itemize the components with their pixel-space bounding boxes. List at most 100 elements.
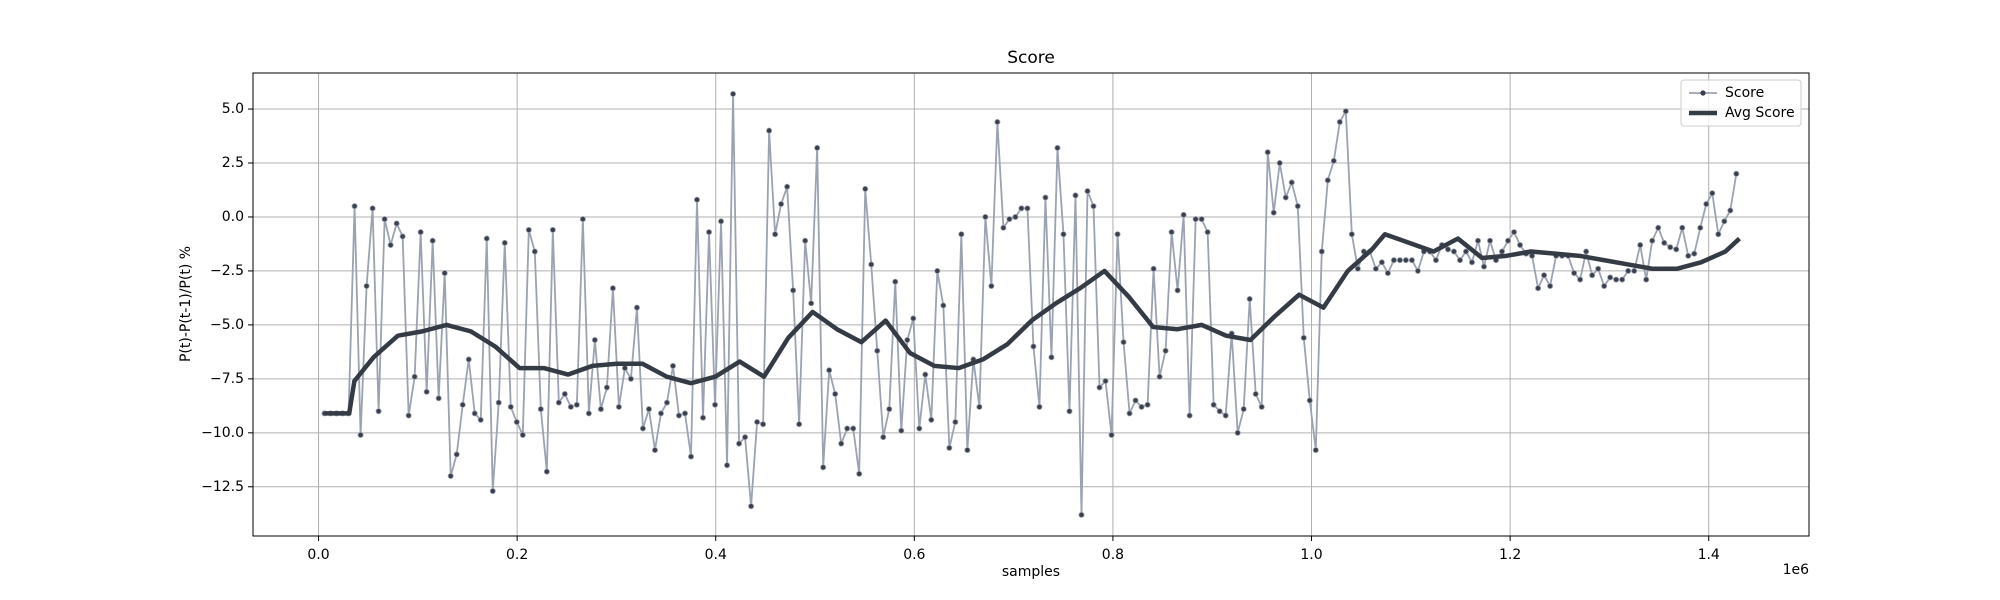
data-point xyxy=(1186,412,1193,419)
data-point xyxy=(1511,229,1518,236)
data-point xyxy=(675,412,682,419)
data-point xyxy=(1240,406,1247,413)
data-point xyxy=(976,403,983,410)
data-point xyxy=(1408,257,1415,264)
data-point xyxy=(1048,354,1055,361)
data-point xyxy=(1348,231,1355,238)
data-point xyxy=(423,388,430,395)
data-point xyxy=(615,403,622,410)
data-point xyxy=(1499,248,1506,255)
y-tick-label: −5.0 xyxy=(210,317,244,333)
data-point xyxy=(1625,267,1632,274)
data-point xyxy=(952,419,959,426)
data-point xyxy=(555,399,562,406)
data-point xyxy=(567,403,574,410)
data-point xyxy=(784,183,791,190)
data-point xyxy=(1318,248,1325,255)
data-point xyxy=(694,196,701,203)
data-point xyxy=(1577,276,1584,283)
data-point xyxy=(1601,283,1608,290)
data-point xyxy=(838,440,845,447)
data-point xyxy=(1024,205,1031,212)
legend: Score Avg Score xyxy=(1680,79,1802,127)
data-point xyxy=(1673,246,1680,253)
data-point xyxy=(1126,410,1133,417)
data-point xyxy=(453,451,460,458)
data-point xyxy=(1372,265,1379,272)
data-point xyxy=(1216,408,1223,415)
data-point xyxy=(1691,250,1698,257)
data-point xyxy=(657,410,664,417)
data-point xyxy=(1300,334,1307,341)
x-tick-label: 1.2 xyxy=(1499,547,1521,563)
data-point xyxy=(832,390,839,397)
data-point xyxy=(1198,216,1205,223)
data-point xyxy=(1571,270,1578,277)
data-point xyxy=(886,406,893,413)
data-point xyxy=(549,226,556,233)
data-point xyxy=(447,472,454,479)
data-point xyxy=(363,283,370,290)
data-point xyxy=(441,270,448,277)
data-point xyxy=(1402,257,1409,264)
data-point xyxy=(639,425,646,432)
data-point xyxy=(1306,397,1313,404)
data-point xyxy=(766,127,773,134)
data-point xyxy=(1120,339,1127,346)
data-point xyxy=(645,406,652,413)
data-point xyxy=(1234,429,1241,436)
y-tick-label: −10.0 xyxy=(201,425,244,441)
data-point xyxy=(826,367,833,374)
data-point xyxy=(712,401,719,408)
data-point xyxy=(1661,239,1668,246)
data-point xyxy=(1619,276,1626,283)
data-point xyxy=(1354,265,1361,272)
data-point xyxy=(465,356,472,363)
data-point xyxy=(1709,190,1716,197)
data-point xyxy=(573,401,580,408)
data-point xyxy=(778,201,785,208)
data-point xyxy=(850,425,857,432)
data-point xyxy=(1390,257,1397,264)
data-point xyxy=(1210,401,1217,408)
data-point xyxy=(982,213,989,220)
data-point xyxy=(1631,267,1638,274)
data-point xyxy=(1655,224,1662,231)
legend-marker xyxy=(1700,90,1706,96)
data-point xyxy=(1174,287,1181,294)
data-point xyxy=(1487,237,1494,244)
x-tick-label: 1.4 xyxy=(1698,547,1720,563)
data-point xyxy=(820,464,827,471)
data-point xyxy=(585,410,592,417)
data-point xyxy=(1703,201,1710,208)
x-tick-label: 0.4 xyxy=(705,547,727,563)
data-point xyxy=(387,242,394,249)
data-point xyxy=(1252,390,1259,397)
data-point xyxy=(1468,259,1475,266)
data-point xyxy=(1312,447,1319,454)
data-point xyxy=(1018,205,1025,212)
data-point xyxy=(688,453,695,460)
data-point xyxy=(435,395,442,402)
data-point xyxy=(796,421,803,428)
data-point xyxy=(1282,194,1289,201)
data-point xyxy=(507,403,514,410)
data-point xyxy=(922,371,929,378)
y-tick-label: 5.0 xyxy=(222,101,244,117)
data-point xyxy=(501,239,508,246)
data-point xyxy=(1114,231,1121,238)
data-point xyxy=(1036,403,1043,410)
data-point xyxy=(1204,229,1211,236)
data-point xyxy=(1378,259,1385,266)
data-point xyxy=(1276,160,1283,167)
x-tick-label: 0.2 xyxy=(506,547,528,563)
y-tick-label: −7.5 xyxy=(210,371,244,387)
data-point xyxy=(411,373,418,380)
data-point xyxy=(1096,384,1103,391)
data-point xyxy=(603,384,610,391)
data-point xyxy=(1156,373,1163,380)
data-point xyxy=(597,406,604,413)
x-tick-label: 1.0 xyxy=(1300,547,1322,563)
data-point xyxy=(1030,343,1037,350)
data-point xyxy=(495,399,502,406)
